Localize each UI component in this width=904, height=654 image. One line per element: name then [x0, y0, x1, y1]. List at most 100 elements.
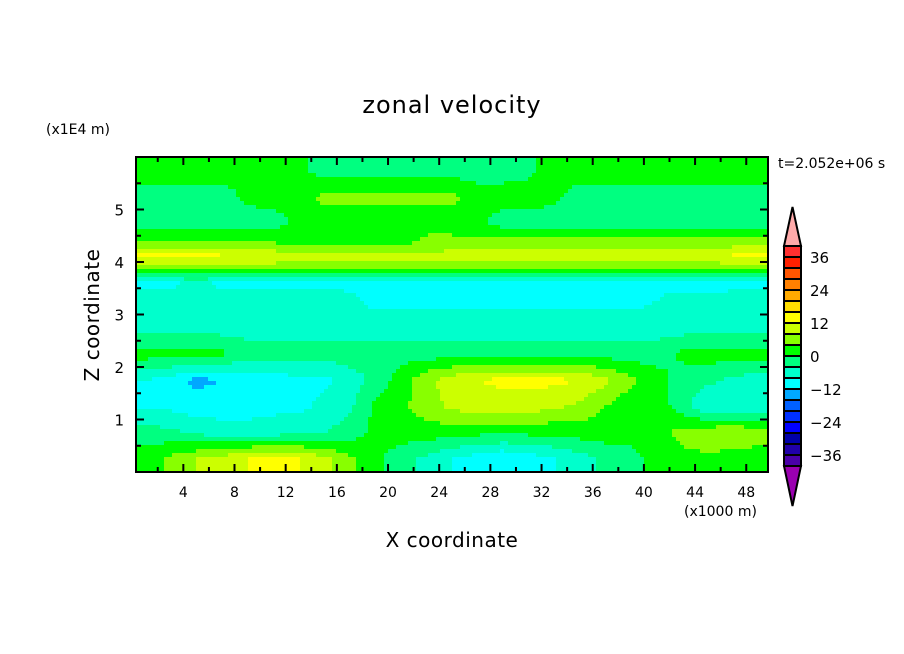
- contour-cell: [220, 185, 225, 190]
- contour-cell: [736, 197, 741, 202]
- contour-cell: [384, 261, 389, 266]
- contour-cell: [696, 273, 701, 278]
- contour-cell: [440, 269, 445, 274]
- contour-cell: [504, 225, 509, 230]
- contour-cell: [136, 253, 141, 258]
- contour-cell: [316, 165, 321, 170]
- contour-cell: [668, 229, 673, 234]
- contour-cell: [320, 233, 325, 238]
- contour-cell: [240, 161, 245, 166]
- contour-cell: [596, 265, 601, 270]
- contour-cell: [308, 217, 313, 222]
- contour-cell: [276, 241, 281, 246]
- contour-cell: [628, 233, 633, 238]
- contour-cell: [140, 165, 145, 170]
- contour-cell: [172, 161, 177, 166]
- contour-cell: [424, 205, 429, 210]
- contour-cell: [152, 177, 157, 182]
- contour-cell: [176, 221, 181, 226]
- contour-cell: [240, 213, 245, 218]
- contour-cell: [488, 185, 493, 190]
- contour-cell: [212, 197, 217, 202]
- contour-cell: [372, 177, 377, 182]
- contour-cell: [460, 249, 465, 254]
- contour-cell: [536, 201, 541, 206]
- contour-cell: [648, 165, 653, 170]
- contour-cell: [624, 177, 629, 182]
- contour-cell: [548, 213, 553, 218]
- contour-cell: [168, 221, 173, 226]
- contour-cell: [748, 213, 753, 218]
- contour-cell: [156, 197, 161, 202]
- contour-cell: [328, 193, 333, 198]
- contour-cell: [376, 281, 381, 286]
- contour-cell: [468, 161, 473, 166]
- contour-cell: [368, 245, 373, 250]
- contour-cell: [272, 201, 277, 206]
- contour-cell: [208, 217, 213, 222]
- contour-cell: [156, 277, 161, 282]
- contour-cell: [664, 213, 669, 218]
- contour-cell: [348, 265, 353, 270]
- contour-cell: [180, 165, 185, 170]
- contour-cell: [252, 237, 257, 242]
- contour-cell: [476, 189, 481, 194]
- contour-cell: [288, 273, 293, 278]
- contour-cell: [400, 265, 405, 270]
- contour-cell: [216, 225, 221, 230]
- contour-cell: [732, 269, 737, 274]
- contour-cell: [212, 229, 217, 234]
- contour-cell: [664, 261, 669, 266]
- contour-cell: [388, 229, 393, 234]
- contour-cell: [716, 157, 721, 162]
- contour-cell: [160, 273, 165, 278]
- contour-cell: [408, 213, 413, 218]
- contour-cell: [620, 197, 625, 202]
- contour-cell: [492, 221, 497, 226]
- contour-cell: [424, 265, 429, 270]
- contour-cell: [244, 197, 249, 202]
- contour-cell: [404, 241, 409, 246]
- contour-cell: [472, 169, 477, 174]
- contour-cell: [288, 245, 293, 250]
- contour-cell: [292, 257, 297, 262]
- contour-cell: [276, 229, 281, 234]
- contour-cell: [264, 273, 269, 278]
- contour-cell: [624, 209, 629, 214]
- contour-cell: [376, 169, 381, 174]
- contour-cell: [392, 257, 397, 262]
- contour-cell: [272, 157, 277, 162]
- contour-cell: [400, 281, 405, 286]
- contour-cell: [264, 241, 269, 246]
- contour-cell: [692, 277, 697, 282]
- contour-cell: [404, 217, 409, 222]
- contour-cell: [280, 173, 285, 178]
- contour-cell: [356, 201, 361, 206]
- contour-cell: [660, 161, 665, 166]
- contour-cell: [216, 217, 221, 222]
- contour-cell: [196, 169, 201, 174]
- contour-cell: [640, 157, 645, 162]
- contour-cell: [360, 173, 365, 178]
- contour-cell: [540, 221, 545, 226]
- contour-cell: [300, 245, 305, 250]
- contour-cell: [148, 277, 153, 282]
- contour-cell: [148, 169, 153, 174]
- contour-cell: [288, 209, 293, 214]
- contour-cell: [544, 261, 549, 266]
- contour-cell: [716, 161, 721, 166]
- contour-cell: [756, 257, 761, 262]
- contour-cell: [272, 245, 277, 250]
- contour-cell: [512, 221, 517, 226]
- contour-cell: [296, 245, 301, 250]
- contour-cell: [260, 237, 265, 242]
- contour-cell: [372, 253, 377, 258]
- contour-cell: [364, 273, 369, 278]
- contour-cell: [600, 209, 605, 214]
- contour-cell: [404, 185, 409, 190]
- contour-cell: [396, 209, 401, 214]
- contour-cell: [356, 209, 361, 214]
- contour-cell: [580, 237, 585, 242]
- contour-cell: [568, 229, 573, 234]
- contour-cell: [588, 177, 593, 182]
